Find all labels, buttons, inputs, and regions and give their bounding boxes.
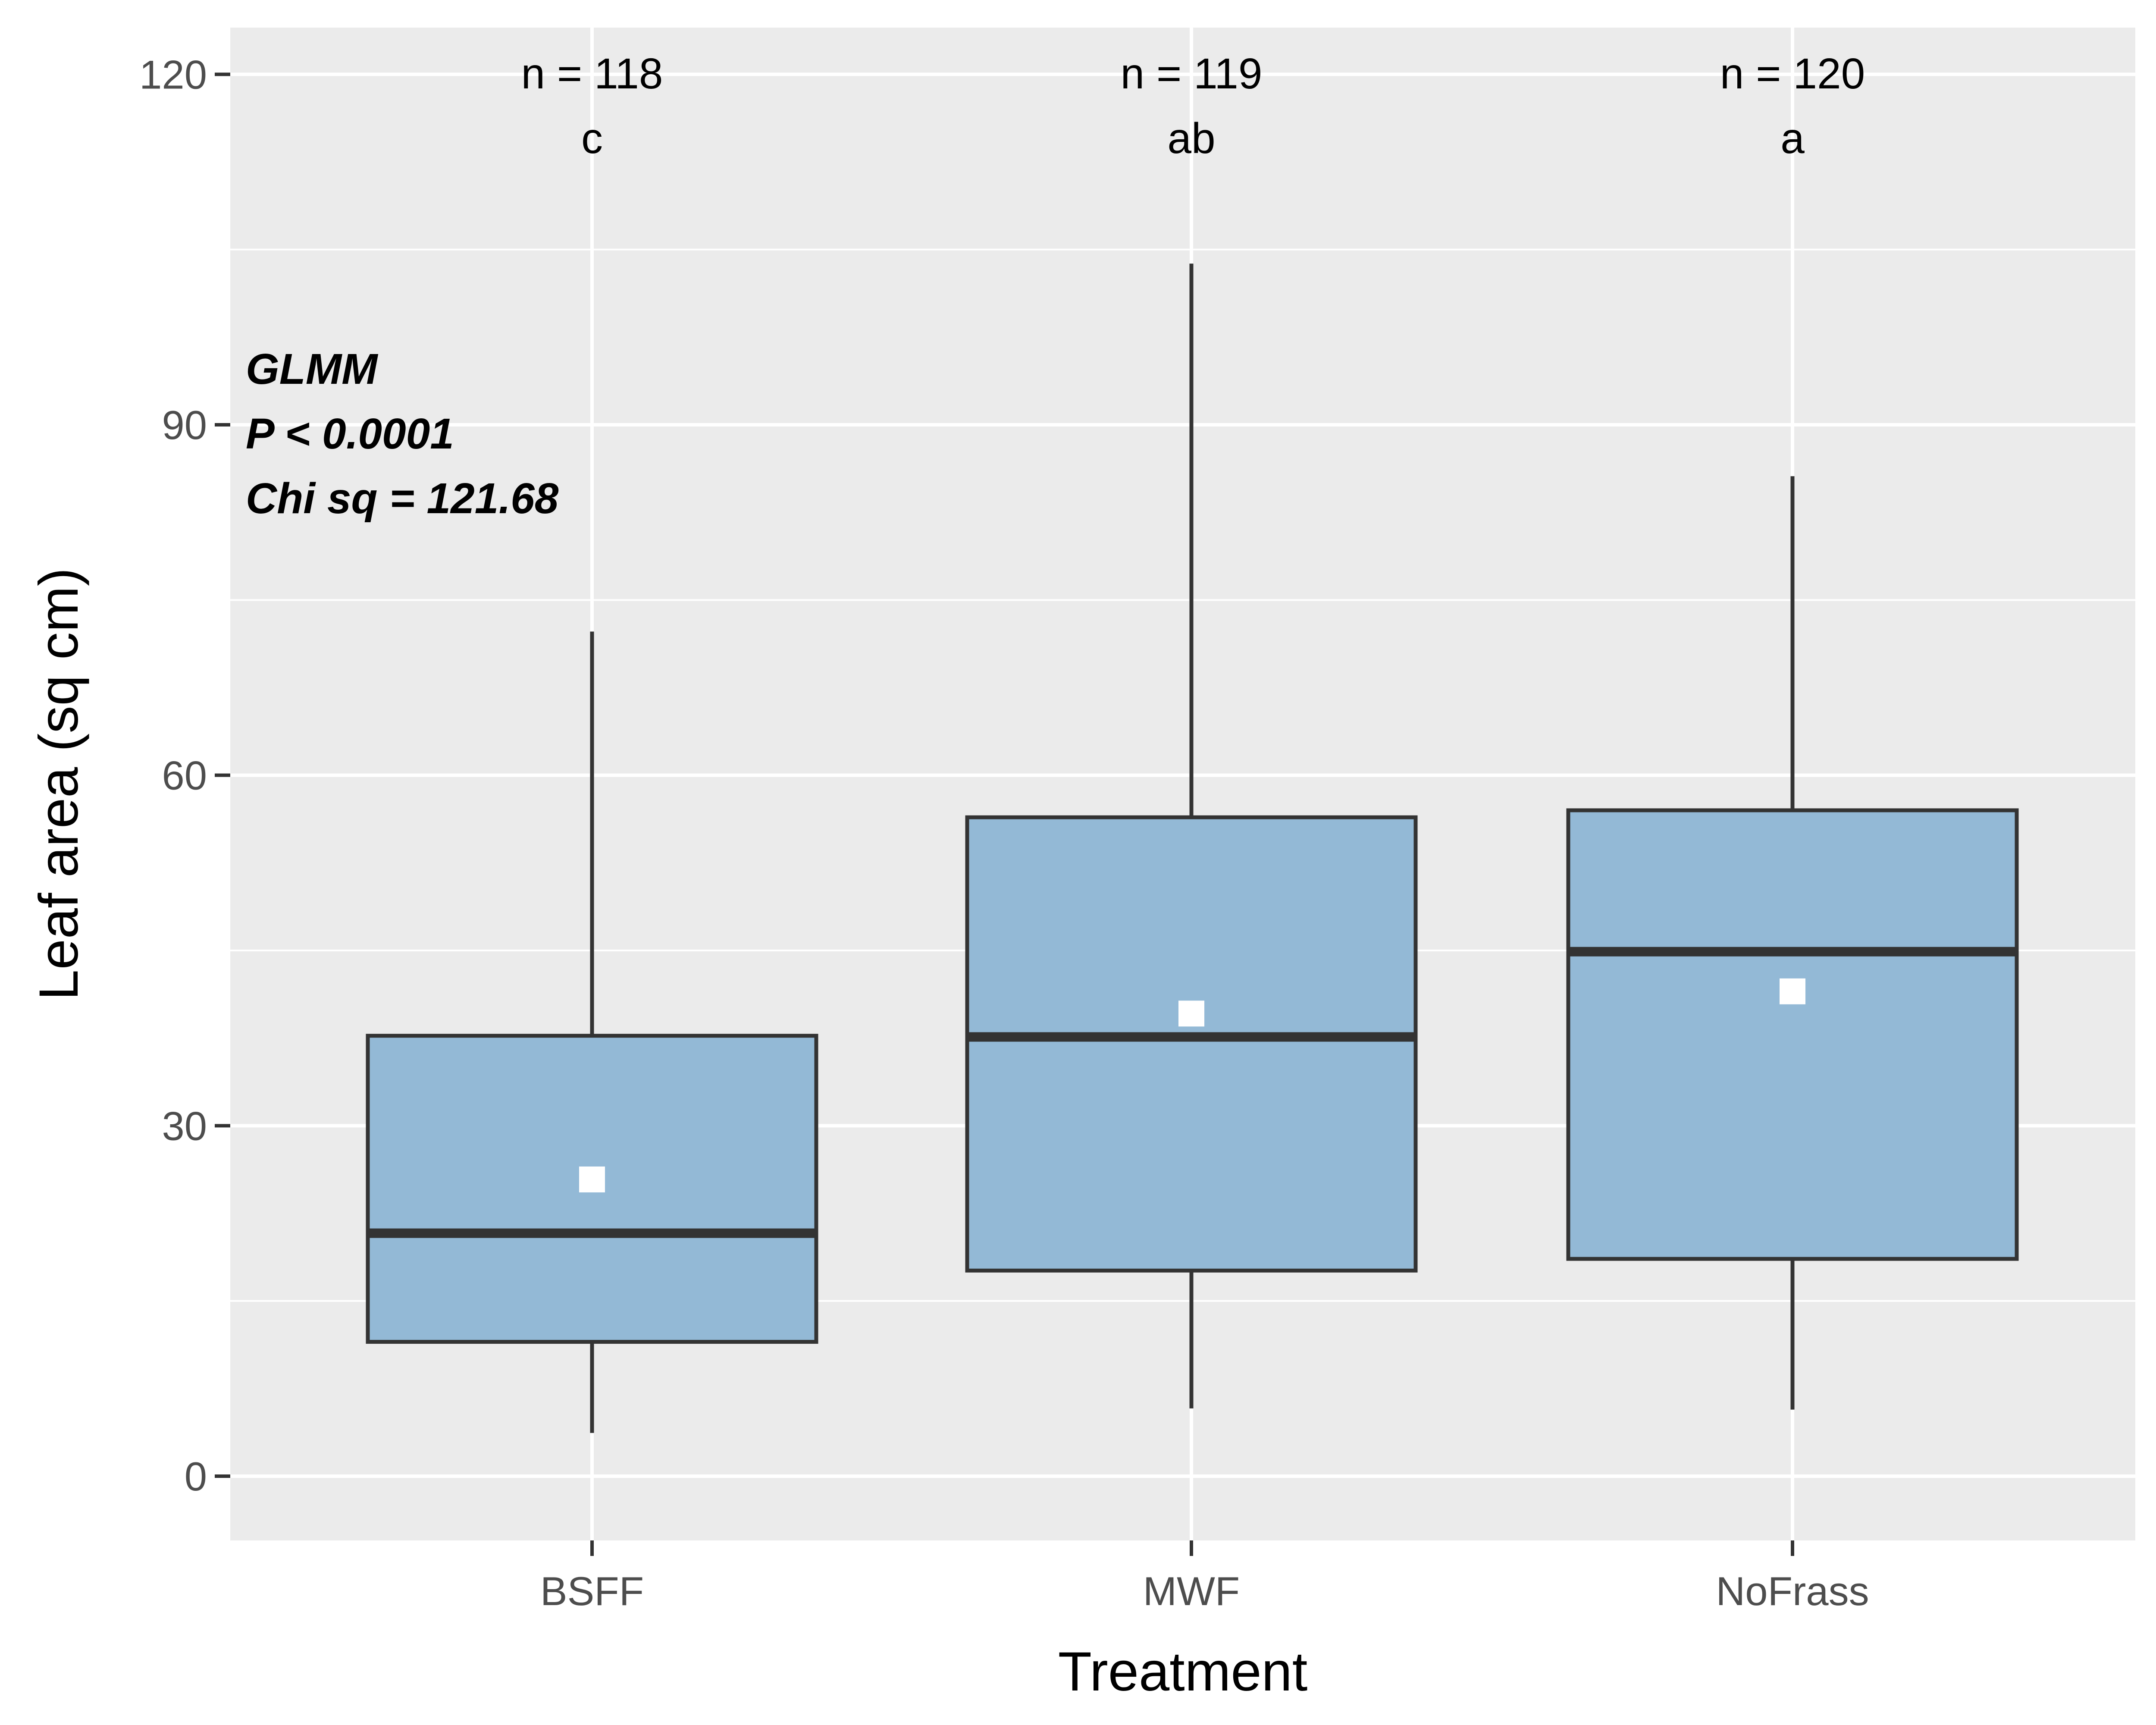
annotations: n = 118 c n = 119 ab n = 120 a — [521, 50, 1865, 163]
stats-line-3: Chi sq = 121.68 — [246, 474, 559, 523]
y-tick-label: 120 — [139, 52, 207, 97]
box-bsff — [366, 631, 818, 1433]
x-tick-label: NoFrass — [1716, 1568, 1869, 1614]
sample-size-label: n = 120 — [1720, 50, 1865, 98]
sample-size-label: n = 119 — [1120, 50, 1262, 98]
group-letter-label: a — [1780, 114, 1805, 163]
iqr-box — [1566, 808, 2019, 1261]
boxes — [366, 263, 2019, 1433]
stats-line-1: GLMM — [246, 345, 379, 393]
group-letter-label: c — [581, 114, 603, 163]
y-tick-label: 30 — [162, 1103, 207, 1148]
x-axis-title: Treatment — [1058, 1641, 1308, 1703]
y-axis-title: Leaf area (sq cm) — [28, 568, 90, 1000]
box-nofrass — [1566, 476, 2019, 1410]
box-mwf — [965, 263, 1418, 1408]
iqr-box — [965, 815, 1418, 1273]
y-tick-label: 0 — [185, 1454, 207, 1499]
axes: 0 30 60 90 120 BSFF MWF NoFrass — [139, 52, 1869, 1614]
mean-marker — [1178, 1000, 1204, 1027]
stats-line-2: P < 0.0001 — [246, 410, 454, 458]
y-tick-label: 90 — [162, 402, 207, 448]
y-tick-label: 60 — [162, 753, 207, 798]
x-tick-label: MWF — [1143, 1568, 1240, 1614]
mean-marker — [579, 1166, 605, 1192]
x-tick-label: BSFF — [540, 1568, 644, 1614]
mean-marker — [1780, 978, 1805, 1004]
sample-size-label: n = 118 — [521, 50, 663, 98]
group-letter-label: ab — [1167, 114, 1215, 163]
